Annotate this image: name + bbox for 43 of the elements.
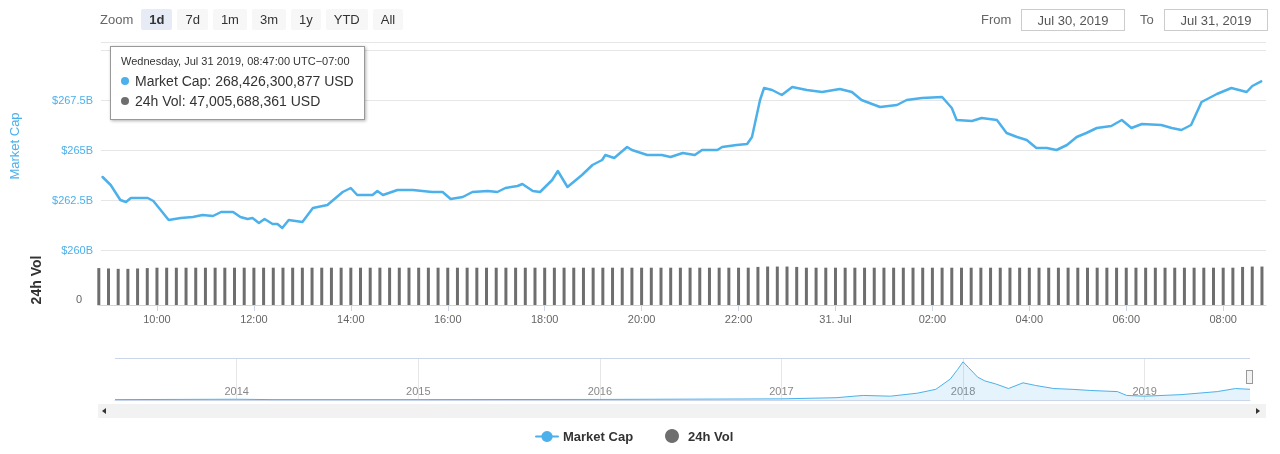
x-tick-label: 18:00: [530, 312, 559, 325]
y-tick-label: $260B: [61, 244, 93, 256]
tooltip-box: Wednesday, Jul 31 2019, 08:47:00 UTC−07:00 Market Cap: 268,426,300,877 USD 24h Vol: 47,005,688,361 USD: [110, 46, 365, 120]
x-tick-label: 20:00: [627, 312, 656, 325]
x-tick-label: 2016: [587, 384, 613, 397]
x-tick-label: 08:00: [1209, 312, 1237, 325]
x-tick-label: 2019: [1132, 384, 1157, 397]
zoom-button: 1m: [212, 9, 247, 30]
legend-label: 24h Vol: [688, 428, 734, 444]
x-tick-label: 22:00: [724, 312, 753, 325]
x-tick-label: 10:00: [143, 312, 171, 325]
annotation: Wednesday, Jul 31 2019, 08:47:00 UTC−07:00: [121, 55, 351, 67]
y-tick-label: $265B: [61, 144, 93, 156]
text: 0: [75, 293, 82, 305]
date-field: Jul 30, 2019: [1021, 9, 1125, 31]
x-tick-label: 31. Jul: [819, 312, 852, 325]
zoom-button: 1d: [141, 9, 173, 30]
zoom-button: 3m: [251, 9, 286, 30]
y-tick-label: $267.5B: [52, 94, 93, 106]
x-tick-label: 2015: [406, 384, 431, 397]
x-tick-label: 06:00: [1112, 312, 1141, 325]
date-field: Jul 31, 2019: [1164, 9, 1268, 31]
x-tick-label: 04:00: [1015, 312, 1044, 325]
x-tick-label: 14:00: [337, 312, 365, 325]
zoom-button: 1y: [291, 9, 321, 30]
legend-label: Market Cap: [563, 429, 634, 444]
y-axis-title: 24h Vol: [28, 255, 44, 305]
annotation: Market Cap: 268,426,300,877 USD: [134, 72, 354, 91]
text: From: [981, 12, 1012, 27]
zoom-button: 7d: [177, 9, 208, 30]
x-tick-label: 02:00: [918, 312, 947, 325]
zoom-button: All: [372, 9, 404, 30]
x-tick-label: 16:00: [433, 312, 462, 325]
x-tick-label: 12:00: [240, 312, 268, 325]
text: Zoom: [100, 12, 134, 27]
y-axis-title: Market Cap: [7, 112, 22, 180]
annotation: 24h Vol: 47,005,688,361 USD: [134, 92, 322, 111]
x-tick-label: 2014: [224, 384, 249, 397]
x-tick-label: 2017: [769, 384, 794, 397]
y-tick-label: $262.5B: [52, 194, 93, 206]
zoom-button: YTD: [325, 9, 368, 30]
x-tick-label: 2018: [950, 384, 976, 397]
text: To: [1140, 12, 1154, 27]
